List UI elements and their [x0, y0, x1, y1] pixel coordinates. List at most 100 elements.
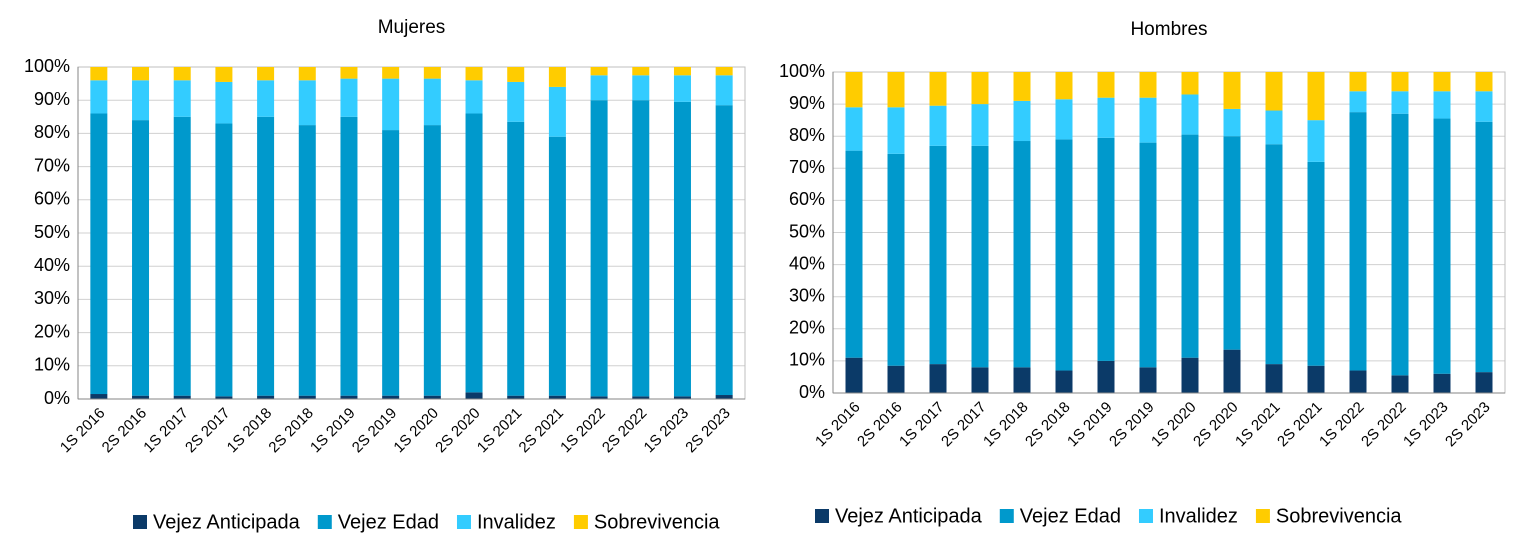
- bar-segment: [673, 396, 691, 399]
- bar-segment: [382, 130, 400, 396]
- x-tick-label: 2S 2016: [854, 399, 906, 451]
- bar-segment: [1391, 113, 1409, 376]
- x-tick-label: 2S 2018: [1022, 399, 1074, 451]
- bar-segment: [971, 367, 989, 393]
- bar-segment: [845, 72, 863, 108]
- x-tick-label: 1S 2019: [307, 405, 359, 457]
- x-tick-label: 1S 2019: [1064, 399, 1116, 451]
- y-tick-label: 50%: [34, 222, 70, 242]
- bar-segment: [298, 67, 316, 81]
- x-tick-label: 1S 2017: [140, 405, 192, 457]
- bar-segment: [715, 75, 733, 106]
- x-tick-label: 2S 2021: [515, 405, 567, 457]
- bar-segment: [1013, 72, 1031, 101]
- bar-segment: [298, 80, 316, 126]
- bar-segment: [715, 105, 733, 396]
- bar-segment: [507, 395, 525, 399]
- bar-segment: [1055, 370, 1073, 393]
- bar-segment: [887, 107, 905, 154]
- y-tick-label: 20%: [34, 321, 70, 341]
- bar-segment: [887, 72, 905, 108]
- x-tick-label: 2S 2023: [1442, 399, 1494, 451]
- bar-segment: [90, 80, 108, 114]
- legend-label: Sobrevivencia: [1276, 505, 1403, 527]
- bar-segment: [1097, 360, 1115, 393]
- legend-swatch: [1138, 509, 1153, 523]
- bar-segment: [465, 80, 483, 114]
- bar-segment: [1475, 121, 1493, 373]
- bar-segment: [340, 116, 358, 396]
- bar-segment: [673, 101, 691, 397]
- y-tick-label: 90%: [34, 89, 70, 109]
- y-tick-label: 50%: [789, 221, 825, 241]
- y-tick-label: 60%: [789, 189, 825, 209]
- bar-segment: [507, 67, 525, 82]
- bar-segment: [1265, 144, 1283, 365]
- bar-segment: [1013, 100, 1031, 142]
- bar-segment: [971, 72, 989, 105]
- bar-segment: [1055, 99, 1073, 140]
- bar-segment: [673, 67, 691, 76]
- bar-segment: [465, 392, 483, 399]
- bar-segment: [423, 395, 441, 399]
- bar-segment: [971, 145, 989, 368]
- bar-segment: [298, 125, 316, 396]
- x-tick-label: 1S 2023: [641, 405, 693, 457]
- bar-segment: [507, 121, 525, 396]
- legend-swatch: [317, 515, 332, 529]
- legend-label: Vejez Edad: [338, 511, 439, 533]
- bar-segment: [1433, 373, 1451, 393]
- bar-segment: [632, 75, 650, 101]
- bar-segment: [1097, 137, 1115, 361]
- bar-segment: [1223, 136, 1241, 350]
- x-tick-label: 1S 2016: [812, 399, 864, 451]
- bar-segment: [1475, 72, 1493, 92]
- legend-label: Vejez Anticipada: [835, 505, 983, 527]
- bar-segment: [929, 105, 947, 146]
- bar-segment: [590, 100, 608, 397]
- x-tick-label: 2S 2023: [682, 405, 734, 457]
- bar-segment: [971, 104, 989, 146]
- bar-segment: [715, 395, 733, 399]
- x-tick-label: 2S 2020: [432, 405, 484, 457]
- bar-segment: [382, 395, 400, 399]
- bar-segment: [132, 120, 150, 396]
- x-tick-label: 2S 2016: [99, 405, 151, 457]
- bar-segment: [257, 395, 275, 399]
- bar-segment: [173, 395, 191, 399]
- y-tick-label: 70%: [34, 155, 70, 175]
- bar-segment: [1223, 72, 1241, 109]
- legend-swatch: [573, 515, 588, 529]
- bar-segment: [1433, 91, 1451, 119]
- bar-segment: [1349, 370, 1367, 393]
- y-tick-label: 30%: [789, 285, 825, 305]
- x-tick-label: 1S 2021: [474, 405, 526, 457]
- bar-segment: [632, 100, 650, 397]
- bar-segment: [1475, 91, 1493, 122]
- x-tick-label: 2S 2020: [1190, 399, 1242, 451]
- legend-label: Invalidez: [477, 511, 556, 533]
- bar-segment: [1391, 91, 1409, 114]
- x-tick-label: 1S 2022: [557, 405, 609, 457]
- bar-segment: [1265, 110, 1283, 145]
- bar-segment: [1181, 134, 1199, 358]
- bar-segment: [1391, 72, 1409, 92]
- x-tick-label: 1S 2017: [896, 399, 948, 451]
- bar-segment: [1349, 91, 1367, 113]
- bar-segment: [423, 67, 441, 79]
- bar-segment: [382, 67, 400, 79]
- bar-segment: [1433, 118, 1451, 374]
- bar-segment: [715, 67, 733, 76]
- bar-segment: [1181, 72, 1199, 95]
- x-tick-label: 2S 2019: [349, 405, 401, 457]
- bar-segment: [215, 396, 233, 399]
- bar-segment: [929, 72, 947, 106]
- chart-title: Hombres: [1130, 19, 1207, 40]
- bar-segment: [257, 116, 275, 396]
- bar-segment: [632, 396, 650, 399]
- x-tick-label: 2S 2022: [1358, 399, 1410, 451]
- bar-segment: [1013, 141, 1031, 368]
- x-tick-label: 1S 2020: [1148, 399, 1200, 451]
